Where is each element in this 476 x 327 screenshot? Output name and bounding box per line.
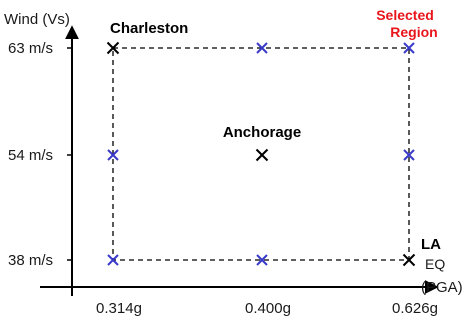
sample-point-marker xyxy=(403,149,415,161)
y-tick-label: 38 m/s xyxy=(8,252,53,269)
x-tick-label: 0.314g xyxy=(96,300,142,317)
sample-point-marker xyxy=(107,149,119,161)
city-point-marker xyxy=(106,41,120,55)
x-tick-label: 0.400g xyxy=(245,300,291,317)
sample-point-marker xyxy=(403,42,415,54)
city-label: LA xyxy=(421,236,441,253)
x-tick-label: 0.626g xyxy=(392,300,438,317)
y-axis-title: Wind (Vs) xyxy=(4,11,70,28)
labels-layer: 38 m/s 54 m/s 63 m/s 0.314g 0.400g 0.626g Wind… xyxy=(4,7,463,317)
sample-point-marker xyxy=(256,42,268,54)
selected-region-label: Selected xyxy=(376,7,434,23)
sample-point-marker xyxy=(107,254,119,266)
y-tick-label: 54 m/s xyxy=(8,147,53,164)
y-tick-label: 63 m/s xyxy=(8,40,53,57)
marks-layer xyxy=(106,41,416,267)
city-point-marker xyxy=(402,253,416,267)
city-label: Charleston xyxy=(110,20,188,37)
city-sub-label: EQ xyxy=(425,256,445,272)
city-label: Anchorage xyxy=(223,124,301,141)
selected-region-label: Region xyxy=(390,24,437,40)
x-axis-title: (PGA) xyxy=(421,279,463,296)
sample-point-marker xyxy=(256,254,268,266)
city-point-marker xyxy=(255,148,269,162)
axes-layer xyxy=(40,25,439,296)
